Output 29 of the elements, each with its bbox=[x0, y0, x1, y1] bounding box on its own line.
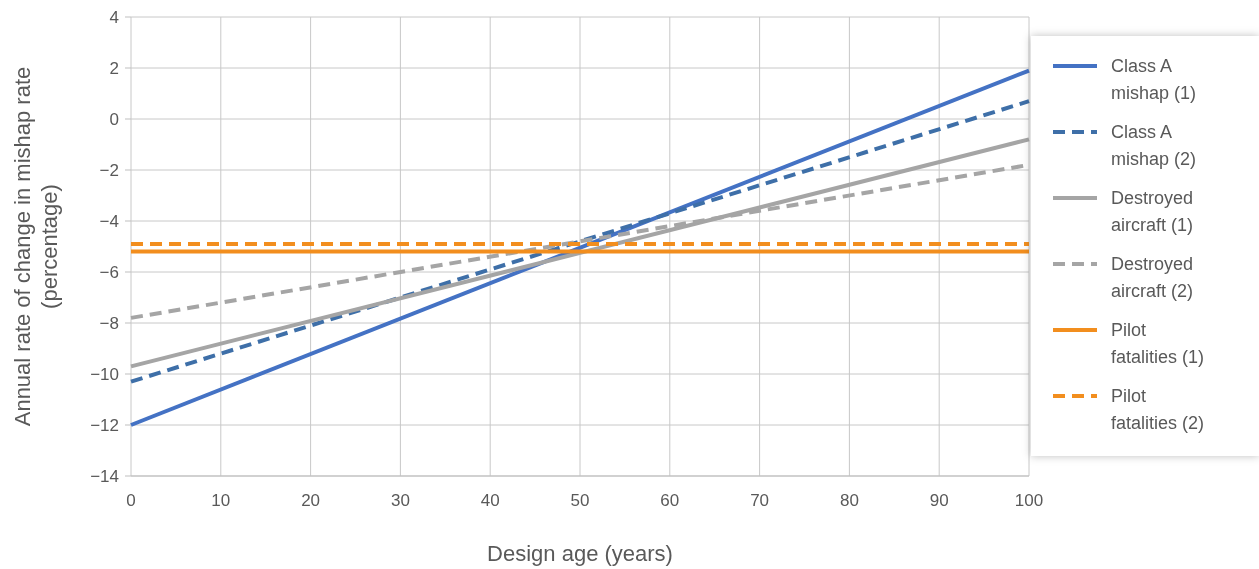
x-axis-title: Design age (years) bbox=[487, 541, 673, 566]
y-tick-label: 4 bbox=[109, 7, 119, 27]
y-tick-label: −14 bbox=[90, 466, 119, 486]
legend-label: Destroyed aircraft (1) bbox=[1111, 188, 1194, 236]
y-tick-label: −2 bbox=[99, 160, 119, 180]
x-tick-label: 50 bbox=[570, 491, 590, 510]
y-tick-label: 2 bbox=[109, 58, 119, 78]
x-tick-label: 90 bbox=[929, 491, 949, 510]
y-tick-label: −12 bbox=[90, 415, 119, 435]
y-tick-label: −4 bbox=[99, 211, 119, 231]
x-tick-label: 100 bbox=[1014, 491, 1044, 510]
y-tick-label: −8 bbox=[99, 313, 119, 333]
x-tick-label: 70 bbox=[750, 491, 770, 510]
legend-label: Pilot fatalities (1) bbox=[1111, 320, 1205, 368]
y-tick-label: 0 bbox=[109, 109, 119, 129]
x-tick-label: 80 bbox=[839, 491, 859, 510]
legend-label: Class A mishap (1) bbox=[1111, 56, 1197, 104]
legend-label: Destroyed aircraft (2) bbox=[1111, 254, 1194, 302]
x-tick-label: 0 bbox=[126, 491, 136, 510]
x-tick-label: 40 bbox=[480, 491, 500, 510]
y-tick-label: −6 bbox=[99, 262, 119, 282]
x-tick-label: 60 bbox=[660, 491, 680, 510]
x-tick-label: 10 bbox=[211, 491, 231, 510]
legend-label: Pilot fatalities (2) bbox=[1111, 386, 1205, 434]
x-tick-label: 30 bbox=[390, 491, 410, 510]
x-tick-label: 20 bbox=[301, 491, 321, 510]
legend-label: Class A mishap (2) bbox=[1111, 122, 1197, 170]
y-tick-label: −10 bbox=[90, 364, 119, 384]
y-axis-title: Annual rate of change in mishap rate (percentage) bbox=[10, 66, 62, 427]
